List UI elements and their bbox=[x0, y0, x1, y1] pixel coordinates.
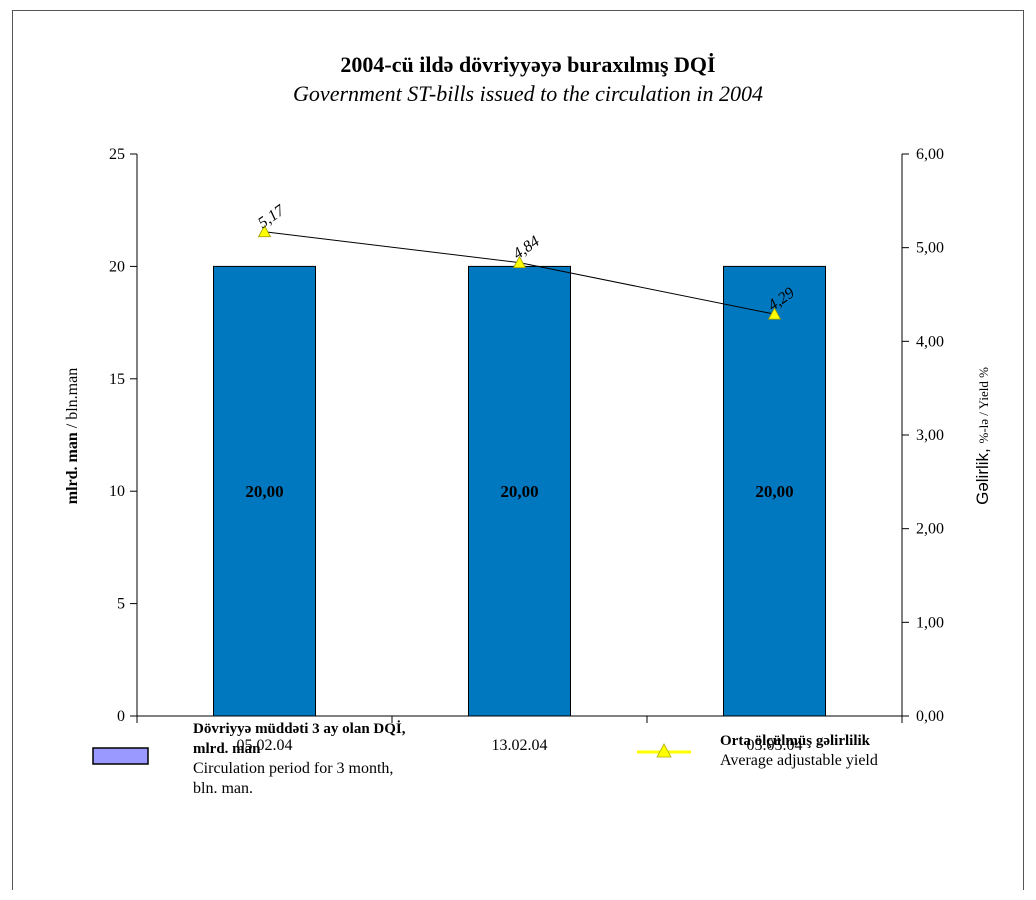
yield-value-label: 5,17 bbox=[255, 201, 289, 232]
x-tick-label: 05.05.04 bbox=[747, 737, 803, 754]
legend-line-label-bold: Orta ölçülmüş gəlirlilik bbox=[720, 733, 871, 749]
y-right-tick-label: 4,00 bbox=[916, 333, 944, 350]
y-left-tick-label: 20 bbox=[109, 258, 125, 275]
bar-value-label: 20,00 bbox=[755, 482, 793, 501]
legend-line-label-normal: Average adjustable yield bbox=[720, 752, 878, 769]
y-right-tick-label: 3,00 bbox=[916, 427, 944, 444]
y-left-tick-label: 15 bbox=[109, 371, 125, 388]
y-right-tick-label: 6,00 bbox=[916, 146, 944, 163]
x-tick-label: 13.02.04 bbox=[492, 737, 548, 754]
plot-area: 0 5 10 15 20 25 0,00 1,00 2,00 3,00 4,00 5,00 6,00 05… bbox=[109, 146, 944, 754]
bar-value-label: 20,00 bbox=[500, 482, 538, 501]
bar-value-label: 20,00 bbox=[245, 482, 283, 501]
yield-value-label: 4,84 bbox=[510, 233, 543, 263]
legend-bar-label-normal: Circulation period for 3 month, bbox=[193, 760, 393, 777]
y-right-axis-title-main: Gəlirlik, bbox=[973, 444, 992, 505]
y-right-tick-label: 0,00 bbox=[916, 708, 944, 725]
y-left-tick-label: 0 bbox=[117, 708, 125, 725]
chart-title: 2004-cü ildə dövriyyəyə buraxılmış DQİ bbox=[340, 52, 715, 77]
legend-bar-label-bold-2: mlrd. man bbox=[193, 741, 261, 757]
y-left-axis-title: mlrd. man / bln.man bbox=[64, 368, 81, 504]
bar bbox=[213, 265, 316, 717]
y-right-tick-label: 2,00 bbox=[916, 521, 944, 538]
legend-bar-swatch bbox=[92, 747, 149, 765]
bar bbox=[468, 265, 571, 717]
yield-point bbox=[512, 255, 527, 269]
bar bbox=[723, 265, 826, 717]
y-right-tick-label: 5,00 bbox=[916, 240, 944, 257]
y-left-tick-label: 5 bbox=[117, 596, 125, 613]
y-left-tick-label: 25 bbox=[109, 146, 125, 163]
legend: Dövriyyə müddəti 3 ay olan DQİ, mlrd. ma… bbox=[92, 720, 878, 797]
y-left-axis-title-bold: mlrd. man bbox=[64, 432, 81, 504]
y-left-tick-label: 10 bbox=[109, 483, 125, 500]
y-right-axis-title-small: %-lə / Yield % bbox=[976, 367, 991, 444]
yield-point bbox=[767, 307, 782, 320]
legend-bar-label-normal-2: bln. man. bbox=[193, 780, 253, 797]
y-right-tick-label: 1,00 bbox=[916, 614, 944, 631]
y-right-axis-title: Gəlirlik, %-lə / Yield % bbox=[973, 367, 992, 505]
yield-point bbox=[257, 224, 272, 238]
x-tick-label: 05.02.04 bbox=[237, 737, 293, 754]
legend-line-marker bbox=[656, 743, 672, 758]
legend-bar-label-bold: Dövriyyə müddəti 3 ay olan DQİ, bbox=[193, 720, 406, 737]
chart-subtitle: Government ST-bills issued to the circul… bbox=[293, 81, 763, 106]
y-left-axis-title-normal: / bln.man bbox=[64, 368, 81, 432]
